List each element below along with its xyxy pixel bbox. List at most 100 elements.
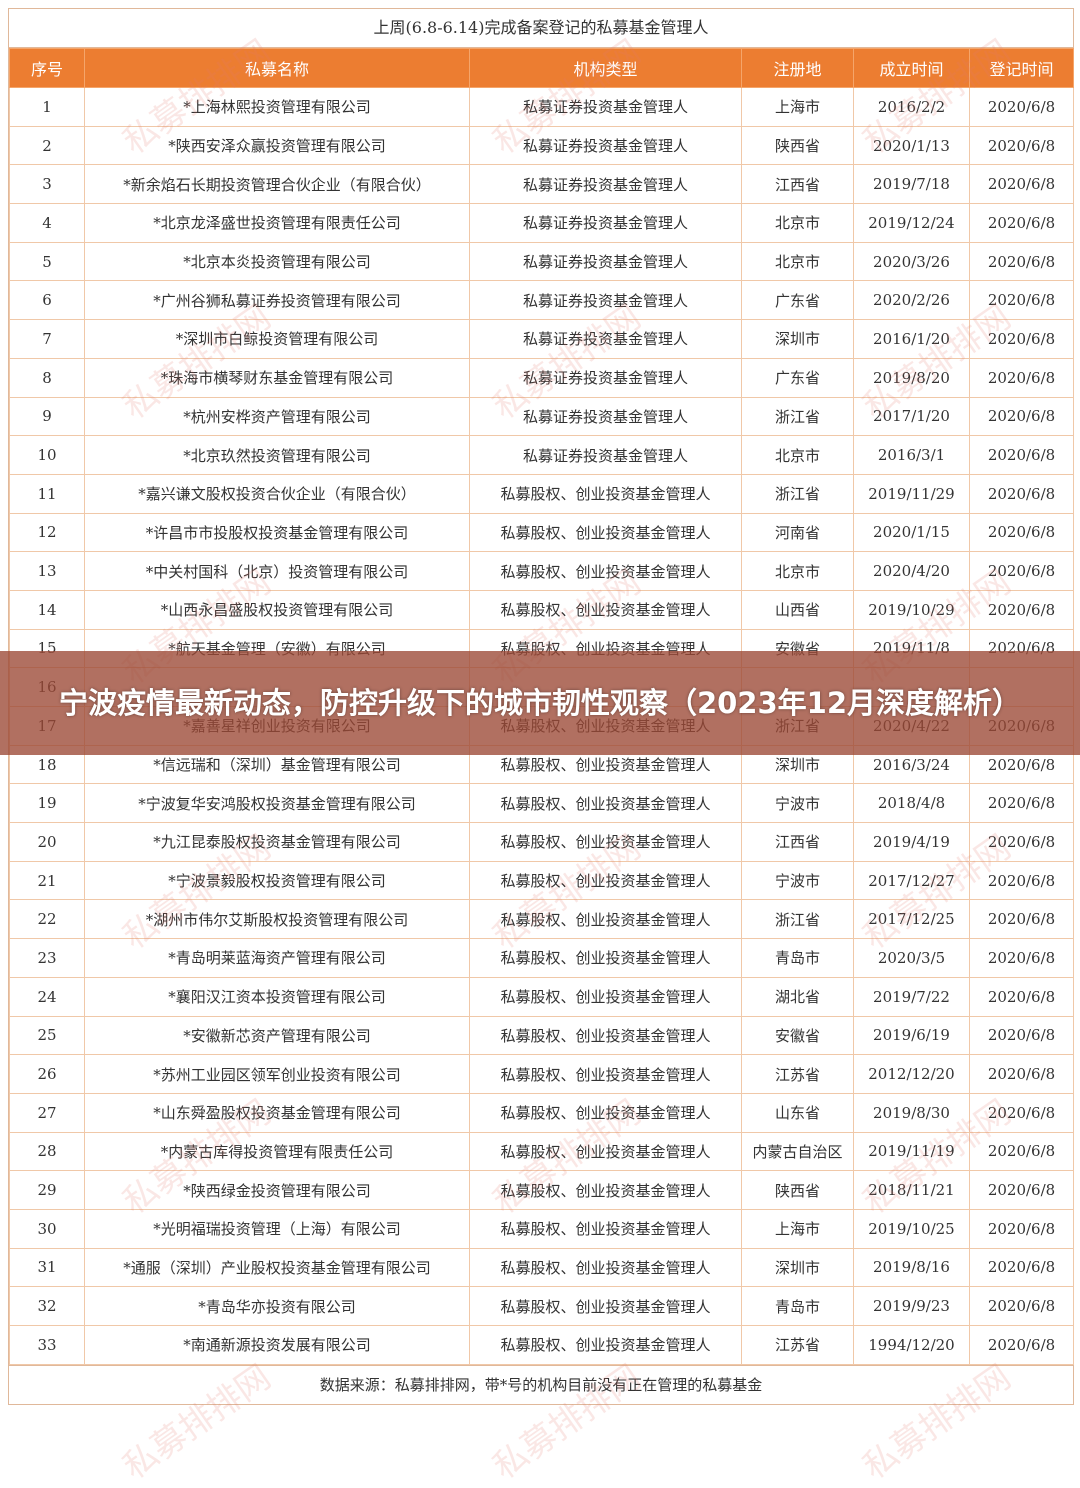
cell-location: 陕西省 — [741, 125, 854, 166]
cell-type: 私募股权、创业投资基金管理人 — [469, 899, 742, 940]
cell-type: 私募证券投资基金管理人 — [469, 435, 742, 475]
table-row: 27 *山东舜盈股权投资基金管理有限公司 私募股权、创业投资基金管理人 山东省 2019… — [9, 1092, 1074, 1133]
header-col-index: 序号 — [9, 48, 85, 88]
table-row: 21 *宁波景毅股权投资管理有限公司 私募股权、创业投资基金管理人 宁波市 2017/1… — [9, 860, 1074, 901]
cell-index: 5 — [9, 241, 85, 282]
table-row: 29 *陕西绿金投资管理有限公司 私募股权、创业投资基金管理人 陕西省 2018/11/… — [9, 1170, 1074, 1210]
cell-founded: 2019/11/29 — [853, 473, 970, 514]
cell-location: 深圳市 — [741, 319, 854, 359]
cell-founded: 2019/8/16 — [853, 1247, 970, 1288]
header-col-name: 私募名称 — [84, 48, 470, 88]
cell-index: 13 — [9, 551, 85, 591]
cell-type: 私募证券投资基金管理人 — [469, 125, 742, 166]
cell-founded: 2019/6/19 — [853, 1015, 970, 1056]
table-row: 4 *北京龙泽盛世投资管理有限责任公司 私募证券投资基金管理人 北京市 2019/12/… — [9, 203, 1074, 243]
cell-registered: 2020/6/8 — [969, 822, 1074, 862]
cell-founded: 2018/4/8 — [853, 783, 970, 824]
data-source-note: 数据来源：私募排排网，带*号的机构目前没有正在管理的私募基金 — [9, 1364, 1073, 1404]
table-row: 31 *通服（深圳）产业股权投资基金管理有限公司 私募股权、创业投资基金管理人 深圳市… — [9, 1247, 1074, 1288]
table-row: 9 *杭州安桦资产管理有限公司 私募证券投资基金管理人 浙江省 2017/1/20 202… — [9, 396, 1074, 437]
cell-founded: 2020/3/26 — [853, 241, 970, 282]
cell-type: 私募股权、创业投资基金管理人 — [469, 1247, 742, 1288]
cell-location: 江苏省 — [741, 1054, 854, 1094]
cell-type: 私募股权、创业投资基金管理人 — [469, 783, 742, 824]
cell-registered: 2020/6/8 — [969, 551, 1074, 591]
cell-location: 北京市 — [741, 203, 854, 243]
cell-location: 上海市 — [741, 87, 854, 127]
cell-type: 私募股权、创业投资基金管理人 — [469, 822, 742, 862]
table-row: 14 *山西永昌盛股权投资管理有限公司 私募股权、创业投资基金管理人 山西省 2019/… — [9, 589, 1074, 630]
cell-registered: 2020/6/8 — [969, 1092, 1074, 1133]
cell-type: 私募证券投资基金管理人 — [469, 396, 742, 437]
cell-name: *光明福瑞投资管理（上海）有限公司 — [84, 1208, 470, 1249]
cell-index: 1 — [9, 87, 85, 127]
cell-type: 私募股权、创业投资基金管理人 — [469, 473, 742, 514]
cell-name: *苏州工业园区领军创业投资有限公司 — [84, 1054, 470, 1094]
cell-index: 29 — [9, 1170, 85, 1210]
cell-type: 私募股权、创业投资基金管理人 — [469, 551, 742, 591]
cell-type: 私募股权、创业投资基金管理人 — [469, 1054, 742, 1094]
cell-name: *宁波景毅股权投资管理有限公司 — [84, 860, 470, 901]
cell-index: 32 — [9, 1286, 85, 1326]
cell-location: 浙江省 — [741, 899, 854, 940]
cell-type: 私募股权、创业投资基金管理人 — [469, 1015, 742, 1056]
cell-founded: 2020/2/26 — [853, 280, 970, 321]
cell-registered: 2020/6/8 — [969, 473, 1074, 514]
cell-founded: 2019/8/30 — [853, 1092, 970, 1133]
cell-registered: 2020/6/8 — [969, 1054, 1074, 1094]
cell-type: 私募股权、创业投资基金管理人 — [469, 1286, 742, 1326]
cell-type: 私募证券投资基金管理人 — [469, 87, 742, 127]
cell-name: *北京龙泽盛世投资管理有限责任公司 — [84, 203, 470, 243]
cell-registered: 2020/6/8 — [969, 87, 1074, 127]
cell-type: 私募股权、创业投资基金管理人 — [469, 1208, 742, 1249]
cell-location: 北京市 — [741, 435, 854, 475]
cell-type: 私募股权、创业投资基金管理人 — [469, 1131, 742, 1172]
cell-location: 湖北省 — [741, 976, 854, 1017]
table-row: 2 *陕西安泽众赢投资管理有限公司 私募证券投资基金管理人 陕西省 2020/1/13 2… — [9, 125, 1074, 166]
cell-location: 宁波市 — [741, 783, 854, 824]
table-row: 24 *襄阳汉江资本投资管理有限公司 私募股权、创业投资基金管理人 湖北省 2019/7… — [9, 976, 1074, 1017]
cell-type: 私募股权、创业投资基金管理人 — [469, 512, 742, 553]
cell-name: *新余焰石长期投资管理合伙企业（有限合伙） — [84, 164, 470, 205]
cell-index: 21 — [9, 860, 85, 901]
cell-founded: 2019/9/23 — [853, 1286, 970, 1326]
cell-type: 私募证券投资基金管理人 — [469, 357, 742, 398]
table-row: 33 *南通新源投资发展有限公司 私募股权、创业投资基金管理人 江苏省 1994/12/… — [9, 1325, 1074, 1365]
cell-registered: 2020/6/8 — [969, 1208, 1074, 1249]
cell-registered: 2020/6/8 — [969, 203, 1074, 243]
cell-location: 内蒙古自治区 — [741, 1131, 854, 1172]
table-row: 8 *珠海市横琴财东基金管理有限公司 私募证券投资基金管理人 广东省 2019/8/20… — [9, 357, 1074, 398]
cell-registered: 2020/6/8 — [969, 938, 1074, 978]
cell-name: *珠海市横琴财东基金管理有限公司 — [84, 357, 470, 398]
table-row: 25 *安徽新芯资产管理有限公司 私募股权、创业投资基金管理人 安徽省 2019/6/1… — [9, 1015, 1074, 1056]
cell-name: *嘉兴谦文股权投资合伙企业（有限合伙） — [84, 473, 470, 514]
cell-name: *襄阳汉江资本投资管理有限公司 — [84, 976, 470, 1017]
cell-location: 北京市 — [741, 241, 854, 282]
header-col-type: 机构类型 — [469, 48, 742, 88]
headline-text: 宁波疫情最新动态，防控升级下的城市韧性观察（2023年12月深度解析） — [58, 686, 1022, 720]
cell-registered: 2020/6/8 — [969, 512, 1074, 553]
cell-name: *陕西安泽众赢投资管理有限公司 — [84, 125, 470, 166]
registration-table: 序号 私募名称 机构类型 注册地 成立时间 登记时间 1 *上海林熙投资管理有限公司 私募证券… — [9, 48, 1074, 1365]
cell-index: 2 — [9, 125, 85, 166]
registration-table-panel: 上周(6.8-6.14)完成备案登记的私募基金管理人 序号 私募名称 机构类型 注册地… — [8, 8, 1074, 1405]
cell-founded: 2020/1/13 — [853, 125, 970, 166]
cell-location: 广东省 — [741, 280, 854, 321]
cell-index: 27 — [9, 1092, 85, 1133]
cell-founded: 2017/1/20 — [853, 396, 970, 437]
table-row: 1 *上海林熙投资管理有限公司 私募证券投资基金管理人 上海市 2016/2/2 2020… — [9, 87, 1074, 127]
cell-type: 私募股权、创业投资基金管理人 — [469, 1325, 742, 1365]
cell-name: *杭州安桦资产管理有限公司 — [84, 396, 470, 437]
cell-founded: 2020/4/20 — [853, 551, 970, 591]
cell-location: 宁波市 — [741, 860, 854, 901]
cell-name: *山西永昌盛股权投资管理有限公司 — [84, 589, 470, 630]
cell-name: *宁波复华安鸿股权投资基金管理有限公司 — [84, 783, 470, 824]
cell-registered: 2020/6/8 — [969, 860, 1074, 901]
cell-type: 私募证券投资基金管理人 — [469, 203, 742, 243]
table-row: 10 *北京玖然投资管理有限公司 私募证券投资基金管理人 北京市 2016/3/1 202… — [9, 435, 1074, 475]
cell-registered: 2020/6/8 — [969, 319, 1074, 359]
cell-name: *深圳市白鲸投资管理有限公司 — [84, 319, 470, 359]
cell-founded: 2017/12/25 — [853, 899, 970, 940]
cell-index: 7 — [9, 319, 85, 359]
cell-founded: 2020/1/15 — [853, 512, 970, 553]
